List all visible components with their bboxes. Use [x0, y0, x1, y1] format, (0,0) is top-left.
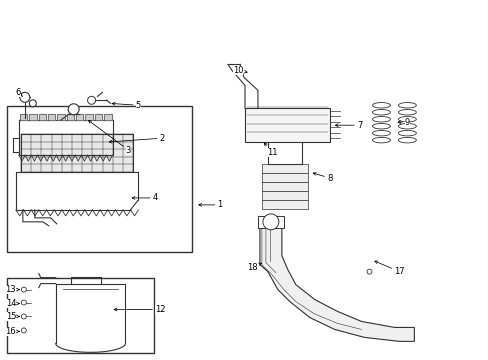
Text: 2: 2 — [109, 134, 164, 143]
Text: 12: 12 — [114, 305, 165, 314]
Circle shape — [21, 328, 26, 333]
Ellipse shape — [372, 138, 389, 143]
Text: 11: 11 — [264, 143, 277, 157]
Ellipse shape — [372, 117, 389, 122]
Polygon shape — [57, 114, 64, 120]
Ellipse shape — [372, 109, 389, 115]
Polygon shape — [76, 114, 83, 120]
Bar — [262, 164, 307, 173]
Bar — [262, 182, 307, 191]
Text: 7: 7 — [335, 121, 362, 130]
Polygon shape — [39, 114, 46, 120]
Text: 13: 13 — [5, 285, 20, 294]
Text: 17: 17 — [374, 261, 404, 276]
Polygon shape — [66, 114, 74, 120]
Circle shape — [87, 96, 95, 104]
Polygon shape — [85, 114, 93, 120]
Circle shape — [21, 314, 26, 319]
Polygon shape — [29, 114, 37, 120]
Polygon shape — [95, 114, 102, 120]
Bar — [258, 216, 283, 228]
Ellipse shape — [398, 123, 415, 129]
Text: 4: 4 — [132, 193, 158, 202]
Ellipse shape — [372, 123, 389, 129]
Bar — [262, 173, 307, 182]
Text: 9: 9 — [397, 118, 409, 127]
Ellipse shape — [398, 103, 415, 108]
Ellipse shape — [372, 103, 389, 108]
Circle shape — [20, 92, 30, 102]
Text: 18: 18 — [246, 263, 261, 272]
Bar — [7, 106, 192, 252]
Ellipse shape — [398, 138, 415, 143]
Text: 15: 15 — [6, 312, 20, 321]
Text: 10: 10 — [232, 66, 246, 75]
Ellipse shape — [398, 130, 415, 136]
Text: 14: 14 — [6, 299, 20, 308]
Bar — [262, 200, 307, 209]
Ellipse shape — [398, 117, 415, 122]
Circle shape — [21, 287, 26, 292]
Bar — [262, 191, 307, 200]
Circle shape — [29, 100, 36, 107]
Bar — [244, 108, 329, 142]
Polygon shape — [20, 114, 27, 120]
Polygon shape — [104, 114, 111, 120]
Circle shape — [68, 104, 79, 115]
Text: 6: 6 — [15, 88, 22, 97]
Polygon shape — [260, 222, 413, 341]
Text: 3: 3 — [88, 120, 131, 154]
Text: 8: 8 — [313, 172, 332, 183]
Bar — [7, 278, 154, 353]
Polygon shape — [48, 114, 55, 120]
Text: 5: 5 — [112, 101, 141, 110]
Text: 16: 16 — [5, 327, 20, 336]
Text: 1: 1 — [199, 201, 222, 210]
Bar — [21, 134, 133, 172]
Circle shape — [263, 214, 278, 230]
Ellipse shape — [372, 130, 389, 136]
Circle shape — [366, 269, 371, 274]
Ellipse shape — [398, 109, 415, 115]
Circle shape — [21, 300, 26, 305]
